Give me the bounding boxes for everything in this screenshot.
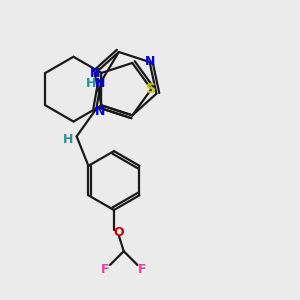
Text: H: H <box>63 133 73 146</box>
Text: S: S <box>146 82 156 96</box>
Text: F: F <box>101 263 109 276</box>
Text: F: F <box>138 263 147 276</box>
Text: O: O <box>113 226 124 239</box>
Text: N: N <box>95 77 105 90</box>
Text: N: N <box>90 67 100 80</box>
Text: N: N <box>144 56 155 68</box>
Text: N: N <box>95 105 105 119</box>
Text: H: H <box>86 77 97 90</box>
